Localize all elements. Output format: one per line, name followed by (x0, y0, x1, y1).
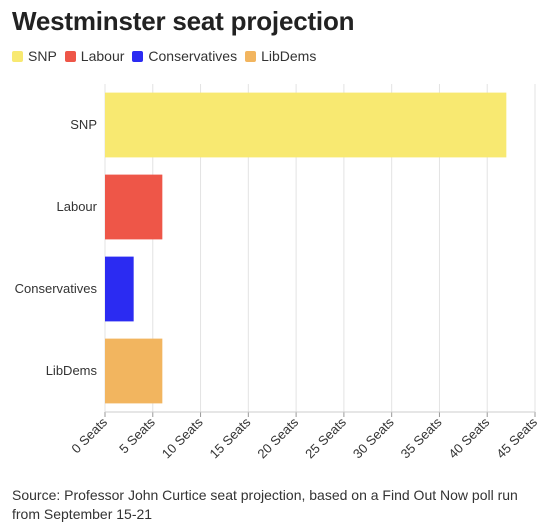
x-tick-label: 35 Seats (398, 414, 445, 461)
x-tick-label: 25 Seats (302, 414, 349, 461)
x-tick-label: 45 Seats (493, 414, 540, 461)
legend-label-labour: Labour (80, 48, 125, 64)
x-tick-label: 20 Seats (254, 414, 301, 461)
x-tick-label: 10 Seats (159, 414, 206, 461)
bar-chart: 0 Seats 5 Seats 10 Seats 15 Seats 20 Seats 25… (15, 84, 540, 461)
category-label: SNP (70, 117, 97, 132)
bar-libdems (105, 338, 163, 404)
chart-title: Westminster seat projection (12, 6, 355, 36)
category-label: LibDems (46, 363, 98, 378)
bar-conservatives (105, 256, 134, 322)
bar-labour (105, 174, 163, 240)
x-tick-label: 0 Seats (68, 414, 110, 456)
x-tick-label: 30 Seats (350, 414, 397, 461)
x-tick-label: 15 Seats (207, 414, 254, 461)
legend-label-libdems: LibDems (261, 48, 317, 64)
legend-item-libdems[interactable]: LibDems (245, 48, 316, 64)
legend-swatch-conservatives (132, 50, 144, 62)
category-label: Labour (57, 199, 98, 214)
legend-item-snp[interactable]: SNP (12, 48, 57, 64)
legend-swatch-snp (12, 50, 23, 62)
legend-item-labour[interactable]: Labour (64, 48, 125, 64)
legend-label-snp: SNP (28, 48, 57, 64)
legend: SNP Labour Conservatives LibDems (12, 48, 324, 64)
x-tick-label: 5 Seats (116, 414, 158, 456)
bar-snp (105, 92, 507, 158)
legend-swatch-labour (64, 50, 76, 62)
legend-label-conservatives: Conservatives (148, 48, 238, 64)
source-note: Source: Professor John Curtice seat proj… (12, 487, 518, 522)
legend-item-conservatives[interactable]: Conservatives (132, 48, 237, 64)
category-label: Conservatives (15, 281, 98, 296)
legend-swatch-libdems (245, 50, 257, 62)
x-tick-label: 40 Seats (445, 414, 492, 461)
